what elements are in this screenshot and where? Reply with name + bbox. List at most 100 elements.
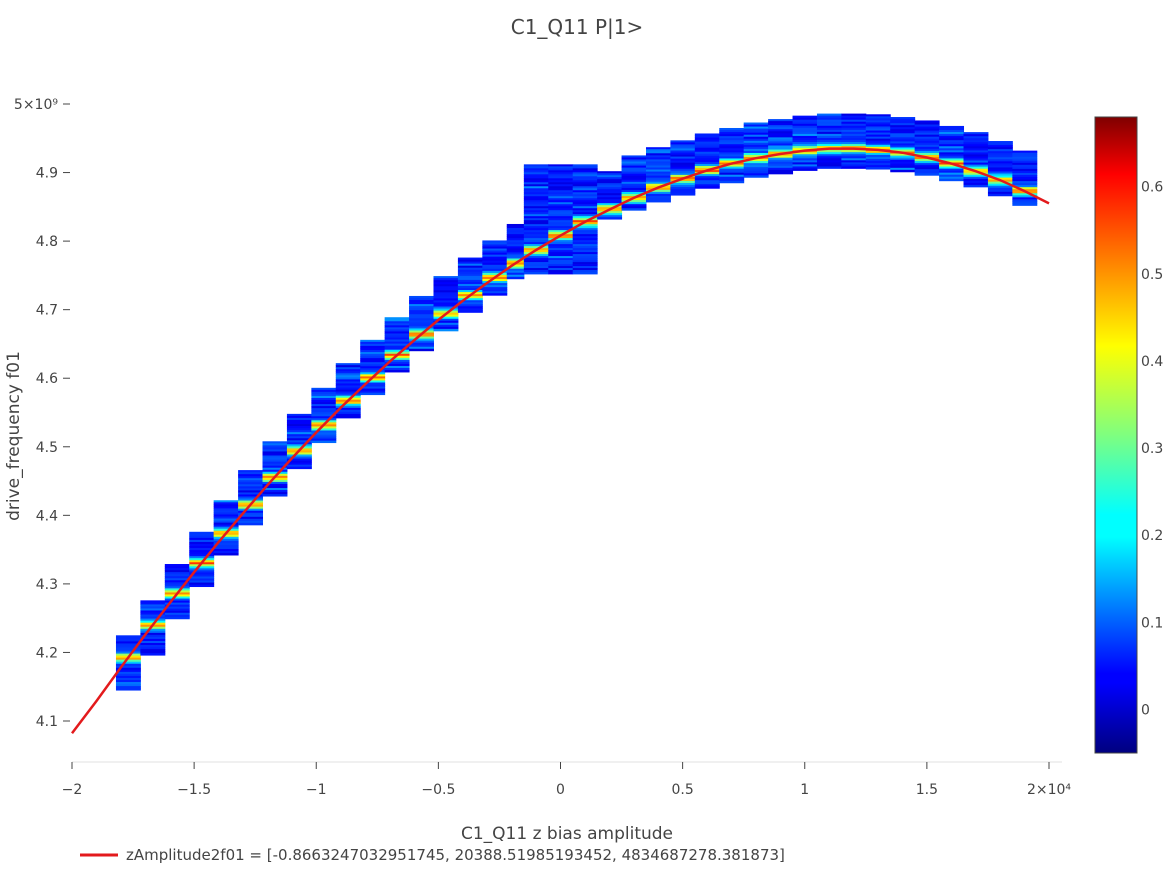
heatmap-cell: [433, 290, 459, 293]
fit-curve-layer: [71, 147, 1050, 735]
heatmap-cell: [189, 572, 215, 575]
heatmap-cell: [597, 181, 623, 184]
heatmap-cell: [164, 568, 190, 571]
heatmap-cell: [164, 582, 190, 585]
heatmap-cell: [384, 335, 410, 338]
heatmap-cell: [865, 156, 891, 160]
heatmap-cell: [890, 149, 916, 152]
heatmap-cell: [238, 520, 264, 524]
heatmap-cell: [164, 594, 190, 597]
heatmap-cell: [457, 273, 483, 277]
heatmap-cell: [914, 167, 940, 170]
heatmap-cell: [865, 142, 891, 146]
heatmap-cell: [572, 178, 598, 181]
heatmap-cell: [523, 196, 549, 199]
heatmap-cell: [506, 256, 525, 259]
heatmap-cell: [548, 172, 574, 175]
heatmap-cell: [816, 113, 842, 117]
heatmap-cell: [572, 258, 598, 261]
heatmap-column: [506, 223, 525, 280]
heatmap-cell: [768, 121, 794, 124]
heatmap-cell: [645, 197, 671, 201]
heatmap-cell: [792, 146, 818, 149]
heatmap-cell: [523, 174, 549, 177]
heatmap-column: [987, 141, 1013, 197]
heatmap-cell: [189, 546, 215, 549]
heatmap-cell: [841, 123, 867, 127]
heatmap-cell: [384, 343, 410, 347]
heatmap-cell: [963, 166, 989, 170]
heatmap-column: [645, 147, 671, 203]
heatmap-cell: [792, 164, 818, 167]
colorbar: 0 0.1 0.2 0.3 0.4 0.5 0.6: [1094, 116, 1163, 754]
heatmap-cell: [987, 155, 1013, 158]
heatmap-cell: [384, 319, 410, 322]
heatmap-cell: [572, 234, 598, 237]
heatmap-cell: [841, 146, 867, 149]
heatmap-cell: [523, 188, 549, 191]
heatmap-cell: [670, 185, 696, 188]
heatmap-cell: [621, 157, 647, 160]
x-tick-label: 2×10⁴: [1027, 782, 1071, 798]
legend[interactable]: zAmplitude2f01 = [-0.8663247032951745, 2…: [80, 846, 785, 864]
heatmap-cell: [768, 155, 794, 159]
heatmap-cell: [213, 546, 239, 550]
heatmap-cell: [360, 372, 386, 375]
heatmap-cell: [164, 572, 190, 575]
x-tick-label: 1: [800, 782, 809, 798]
heatmap-cell: [816, 154, 842, 157]
heatmap-cell: [914, 142, 940, 146]
heatmap-cell: [238, 492, 264, 495]
heatmap-cell: [548, 180, 574, 183]
heatmap-cell: [262, 451, 288, 454]
heatmap-cell: [841, 152, 867, 155]
heatmap-cell: [645, 200, 671, 203]
heatmap-cell: [433, 320, 459, 324]
heatmap-cell: [548, 240, 574, 243]
heatmap-cell: [213, 553, 239, 556]
heatmap-cell: [523, 266, 549, 269]
heatmap-cell: [987, 183, 1013, 187]
heatmap-cell: [645, 167, 671, 170]
heatmap-cell: [572, 208, 598, 211]
heatmap-cell: [140, 620, 166, 624]
heatmap-cell: [572, 254, 598, 257]
heatmap-cell: [213, 512, 239, 515]
heatmap-cell: [645, 177, 671, 181]
colorbar-tick-label: 0.3: [1141, 441, 1163, 457]
heatmap-cell: [189, 556, 215, 559]
heatmap-cell: [164, 598, 190, 601]
heatmap-cell: [286, 430, 312, 433]
heatmap-cell: [670, 191, 696, 194]
heatmap-cell: [311, 408, 337, 411]
heatmap-cell: [523, 220, 549, 223]
heatmap-cell: [506, 258, 525, 261]
heatmap-cell: [963, 174, 989, 178]
heatmap-cell: [572, 230, 598, 233]
heatmap-cell: [816, 164, 842, 167]
heatmap-cell: [360, 378, 386, 381]
heatmap-cell: [409, 342, 434, 346]
heatmap-cell: [670, 150, 696, 153]
heatmap-cell: [963, 140, 989, 143]
heatmap-cell: [238, 514, 264, 518]
heatmap-cell: [816, 133, 842, 137]
heatmap-cell: [164, 612, 190, 616]
heatmap-cell: [262, 488, 288, 491]
heatmap-cell: [694, 184, 720, 187]
heatmap-column: [548, 164, 574, 275]
heatmap-cell: [523, 204, 549, 207]
heatmap-cell: [238, 512, 264, 516]
heatmap-cell: [523, 184, 549, 187]
heatmap-cell: [987, 171, 1013, 174]
heatmap-cell: [963, 142, 989, 145]
heatmap-cell: [719, 168, 745, 172]
heatmap-cell: [262, 441, 288, 444]
heatmap-cell: [694, 172, 720, 175]
heatmap-cell: [482, 285, 508, 288]
heatmap-cell: [987, 153, 1013, 156]
heatmap-cell: [433, 286, 459, 289]
heatmap-cell: [572, 238, 598, 241]
heatmap-cell: [645, 171, 671, 174]
heatmap-cell: [572, 248, 598, 251]
